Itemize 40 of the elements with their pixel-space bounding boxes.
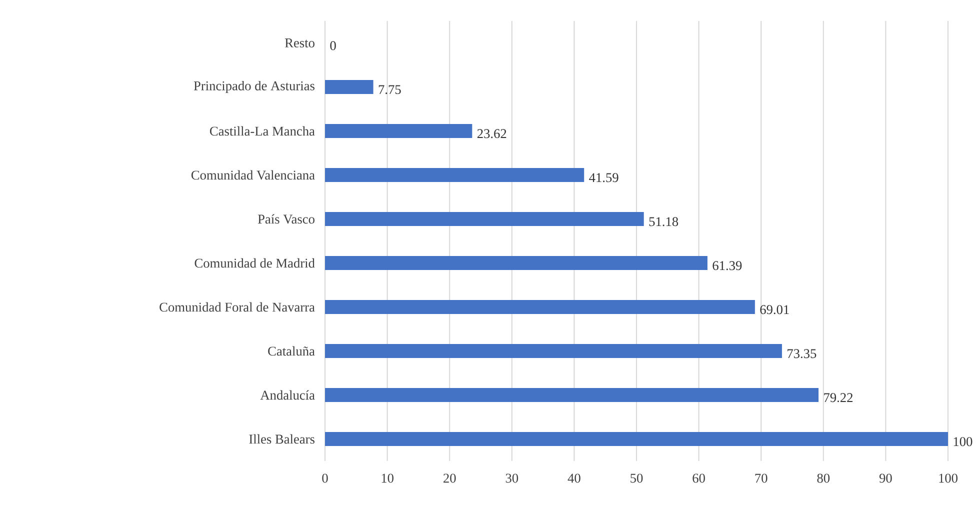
bar	[325, 256, 708, 270]
y-tick-label: Principado de Asturias	[194, 80, 314, 94]
bar	[325, 388, 819, 402]
x-tick-label: 80	[817, 474, 830, 483]
bar	[325, 168, 584, 182]
bar	[325, 300, 755, 314]
data-label: 51.18	[649, 217, 678, 226]
x-tick-label: 100	[939, 474, 958, 483]
data-label: 0	[330, 41, 336, 50]
x-tick-label: 10	[382, 474, 394, 483]
y-tick-label: Castilla-La Mancha	[210, 126, 315, 136]
x-tick-label: 0	[322, 474, 328, 483]
x-tick-label: 40	[568, 474, 580, 483]
y-tick-label: Comunidad Foral de Navarra	[160, 302, 315, 312]
data-label: 23.62	[477, 129, 506, 138]
x-tick-label: 70	[755, 474, 768, 483]
y-tick-label: Comunidad Valenciana	[191, 170, 315, 180]
x-tick-label: 60	[692, 474, 705, 483]
data-label: 73.35	[788, 349, 816, 358]
data-label: 7.75	[378, 85, 401, 94]
x-tick-label: 50	[630, 474, 643, 483]
x-tick-label: 30	[506, 474, 518, 483]
y-tick-label: Resto	[284, 38, 314, 48]
bar	[325, 212, 644, 226]
data-label: 61.39	[712, 261, 742, 270]
x-tick-label: 90	[879, 474, 892, 483]
y-tick-label: Cataluña	[268, 346, 315, 356]
x-tick-label: 20	[444, 474, 456, 483]
y-tick-label: Comunidad de Madrid	[194, 258, 315, 268]
y-tick-label: Andalucía	[260, 390, 315, 400]
data-label: 100	[954, 437, 972, 446]
y-tick-label: País Vasco	[258, 214, 314, 224]
bar	[325, 124, 472, 138]
data-label: 41.59	[589, 173, 618, 182]
data-label: 69.01	[760, 305, 789, 314]
bar	[325, 432, 948, 446]
bar	[325, 80, 374, 94]
bar	[325, 344, 782, 358]
y-tick-label: Illes Balears	[249, 434, 314, 444]
data-label: 79.22	[824, 393, 853, 402]
